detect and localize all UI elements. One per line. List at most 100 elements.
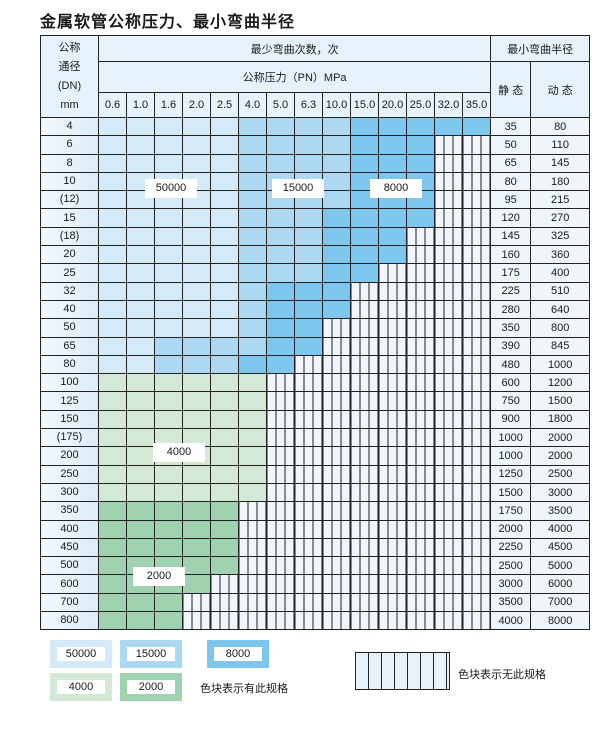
region-label-2000: 2000 (133, 567, 185, 586)
no-spec-cell (182, 611, 211, 631)
spec-cell (378, 153, 407, 173)
table-row: 65 390 845 (40, 336, 591, 356)
table-row: (18) 145 325 (40, 226, 591, 247)
region-label-50000: 50000 (145, 179, 197, 198)
dynamic-radius-cell: 4000 (530, 519, 591, 539)
spec-cell (154, 391, 183, 411)
no-spec-cell (434, 245, 463, 265)
spec-cell (98, 263, 127, 283)
legend-has-spec: 色块表示有此规格 (200, 683, 288, 695)
spec-cell (378, 208, 407, 228)
no-spec-cell (350, 391, 379, 411)
no-spec-cell (461, 263, 492, 283)
spec-cell (98, 482, 127, 503)
spec-cell (182, 336, 211, 356)
spec-cell (210, 116, 239, 137)
no-spec-cell (406, 409, 435, 430)
spec-cell (182, 556, 211, 576)
spec-cell (294, 336, 323, 356)
static-radius-cell: 1000 (490, 446, 532, 466)
region-label-4000: 4000 (153, 443, 205, 462)
no-spec-cell (210, 592, 239, 613)
dn-header-line: 公称 (58, 41, 81, 54)
dn-cell: 15 (40, 208, 99, 228)
no-spec-cell (294, 519, 323, 539)
spec-cell (294, 226, 323, 247)
no-spec-cell (434, 464, 463, 484)
no-spec-cell (322, 409, 351, 430)
no-spec-cell (350, 281, 379, 301)
no-spec-cell (238, 556, 267, 576)
static-radius-cell: 65 (490, 153, 532, 173)
no-spec-cell (378, 519, 407, 539)
spec-cell (126, 281, 155, 301)
no-spec-cell (266, 446, 295, 466)
spec-cell (126, 208, 155, 228)
spec-cell (238, 116, 267, 137)
spec-cell (182, 263, 211, 283)
no-spec-cell (434, 519, 463, 539)
spec-cell (406, 135, 435, 155)
table-row: 150 900 1800 (40, 409, 591, 430)
spec-cell (98, 171, 127, 192)
no-spec-cell (378, 354, 407, 375)
no-spec-cell (434, 171, 463, 192)
legend-4000: 4000 (50, 673, 112, 701)
no-spec-cell (266, 409, 295, 430)
spec-cell (210, 226, 239, 247)
no-spec-cell (294, 391, 323, 411)
spec-cell (238, 482, 267, 503)
spec-cell (350, 208, 379, 228)
spec-cell (210, 263, 239, 283)
spec-cell (154, 611, 183, 631)
no-spec-cell (406, 336, 435, 356)
spec-cell (294, 318, 323, 338)
spec-cell (126, 318, 155, 338)
pressure-column-header: 2.5 (210, 92, 239, 118)
spec-cell (182, 208, 211, 228)
spec-cell (98, 135, 127, 155)
spec-cell (154, 501, 183, 521)
spec-cell (294, 135, 323, 155)
spec-cell (322, 153, 351, 173)
spec-cell (182, 537, 211, 558)
no-spec-cell (210, 574, 239, 594)
static-radius-cell: 95 (490, 190, 532, 210)
table-row: 250 1250 2500 (40, 464, 591, 484)
spec-cell (182, 318, 211, 338)
spec-cell (98, 226, 127, 247)
no-spec-cell (378, 537, 407, 558)
spec-cell (238, 318, 267, 338)
spec-cell (294, 245, 323, 265)
no-spec-cell (294, 464, 323, 484)
no-spec-cell (238, 611, 267, 631)
spec-cell (182, 373, 211, 393)
spec-cell (350, 245, 379, 265)
no-spec-cell (461, 428, 492, 448)
no-spec-cell (406, 446, 435, 466)
no-spec-cell (266, 519, 295, 539)
spec-cell (350, 153, 379, 173)
dynamic-radius-cell: 1000 (530, 354, 591, 375)
no-spec-cell (350, 409, 379, 430)
dynamic-radius-cell: 80 (530, 116, 591, 137)
spec-cell (238, 208, 267, 228)
spec-cell (238, 171, 267, 192)
no-spec-cell (434, 153, 463, 173)
no-spec-cell (294, 556, 323, 576)
table-row: 80 480 1000 (40, 354, 591, 375)
spec-cell (182, 574, 211, 594)
no-spec-cell (406, 537, 435, 558)
no-spec-cell (378, 501, 407, 521)
no-spec-cell (434, 574, 463, 594)
static-radius-cell: 3000 (490, 574, 532, 594)
spec-cell (126, 116, 155, 137)
spec-cell (98, 611, 127, 631)
radius-header: 最小弯曲半径 (490, 35, 591, 62)
table-row: (175) 1000 2000 (40, 428, 591, 448)
no-spec-cell (350, 373, 379, 393)
no-spec-cell (378, 318, 407, 338)
dn-cell: 400 (40, 519, 99, 539)
no-spec-cell (378, 482, 407, 503)
dn-cell: 800 (40, 611, 99, 631)
